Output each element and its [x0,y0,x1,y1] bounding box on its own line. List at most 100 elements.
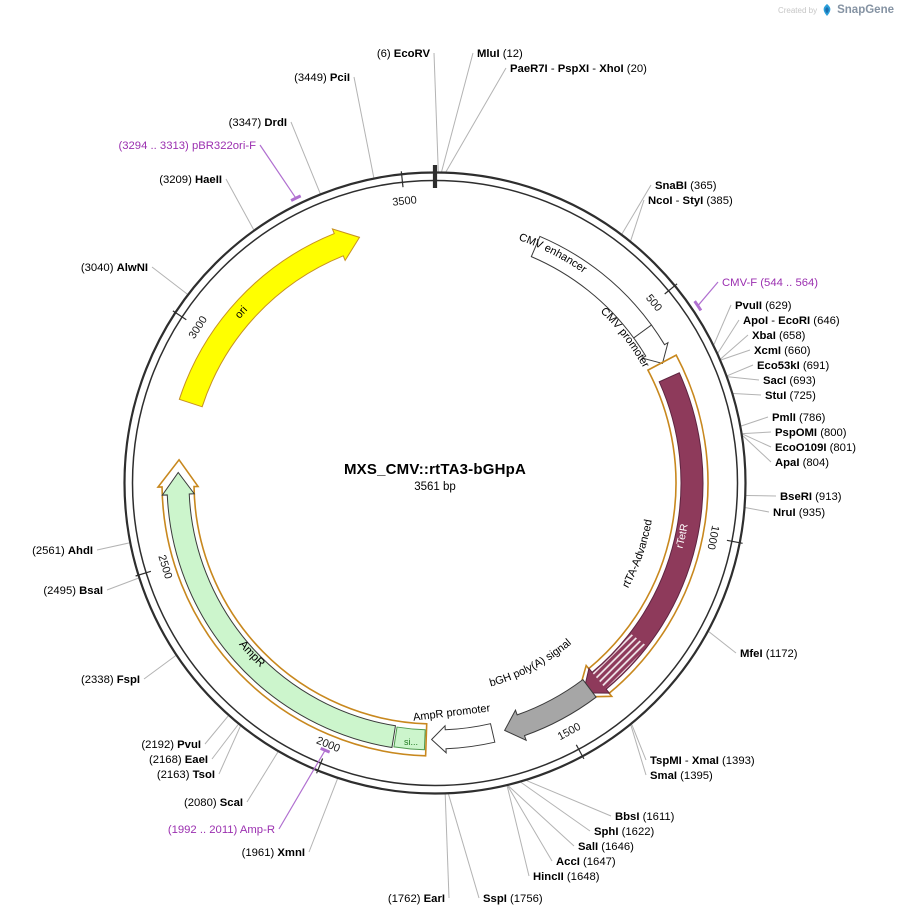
site-line-xbai [720,334,749,360]
primer-line-cmv-f [697,281,719,307]
site-line-stui [733,393,762,396]
backbone-inner-circle [131,179,739,787]
site-line-fspi [143,655,176,680]
site-line-apoi-ecori [717,319,740,354]
site-line-mfei [708,631,737,654]
primer-amp-r [320,747,331,754]
tick-3500 [400,171,404,188]
site-line-ncoi-styi [630,199,645,241]
site-line-alwni [151,266,188,295]
site-label-ecoo109i: EcoO109I (801) [775,442,856,454]
site-line-bseri [746,495,777,497]
site-label-snabi: SnaBI (365) [655,180,717,192]
site-label-alwni: (3040) AlwNI [81,262,148,274]
site-label-hincii: HincII (1648) [533,871,600,883]
site-line-pvui [204,715,229,745]
site-line-smai [630,725,647,776]
feature-bgh-polya [503,678,597,742]
site-label-eari: (1762) EarI [388,893,445,905]
tick-label-3000: 3000 [187,314,210,341]
site-label-apai: ApaI (804) [775,457,829,469]
site-line-drdi [290,121,321,194]
feature-ampr [161,471,397,749]
bgh-polya-label: bGH poly(A) signal [488,637,574,690]
rtta-advanced-label: rtTA-Advanced [620,518,655,589]
site-label-bseri: BseRI (913) [780,491,842,503]
site-label-haeii: (3209) HaeII [159,174,222,186]
site-label-ahdi: (2561) AhdI [32,545,93,557]
site-line-pvuii [713,304,732,345]
site-line-haeii [225,178,255,230]
site-label-mfei: MfeI (1172) [740,648,798,660]
site-label-ncoi-styi: NcoI - StyI (385) [648,195,733,207]
site-label-eaei: (2168) EaeI [149,754,208,766]
site-label-paer7i-pspxi-xhoi: PaeR7I - PspXI - XhoI (20) [510,63,647,75]
tick-3000 [172,310,187,321]
site-line-mlui [441,52,474,172]
site-line-eari [444,794,450,899]
primer-label-amp-r: (1992 .. 2011) Amp-R [168,824,275,836]
site-line-eaei [211,724,239,760]
site-line-acci [507,785,553,862]
tick-500 [664,283,678,295]
site-label-apoi-ecori: ApoI - EcoRI (646) [743,315,840,327]
site-label-saci: SacI (693) [763,375,816,387]
tick-1500 [575,744,585,760]
site-label-pspomi: PspOMI (800) [775,427,847,439]
snapgene-logo-icon [823,4,831,16]
tick-label-1000: 1000 [705,524,721,550]
site-label-fspi: (2338) FspI [81,674,140,686]
site-line-tsoi [218,725,241,775]
site-label-bbsi: BbsI (1611) [615,811,675,823]
site-line-tspmi-xmai [631,724,647,761]
site-label-scai: (2080) ScaI [184,797,243,809]
site-label-nrui: NruI (935) [773,507,825,519]
site-label-acci: AccI (1647) [556,856,616,868]
site-line-nrui [745,507,770,513]
feature-ampr-outline [156,458,428,757]
site-label-pvuii: PvuII (629) [735,300,792,312]
tick-label-3500: 3500 [392,194,418,209]
site-line-ahdi [96,542,130,551]
feature-rtetr-hatch [592,633,647,689]
site-label-tsoi: (2163) TsoI [157,769,215,781]
tick-label-2500: 2500 [155,553,174,580]
primer-label-cmv-f: CMV-F (544 .. 564) [722,277,818,289]
watermark-brand: SnapGene [837,4,894,16]
feature-ampr-signal [393,726,426,751]
site-label-eco53ki: Eco53kI (691) [757,360,829,372]
site-line-sphi [520,781,591,832]
ampr-promoter-label: AmpR promoter [412,702,491,723]
tick-2500 [135,570,152,577]
site-line-bsai [106,577,139,591]
site-line-saci [727,376,760,381]
site-line-xmni [308,778,338,853]
site-line-pmli [741,416,769,427]
site-line-bbsi [526,780,612,817]
site-label-drdi: (3347) DrdI [229,117,287,129]
site-label-xmni: (1961) XmnI [242,847,305,859]
site-label-pcii: (3449) PciI [294,72,350,84]
primer-line-pbr322ori-f [259,144,297,199]
site-label-bsai: (2495) BsaI [43,585,103,597]
primer-line-amp-r [278,749,326,830]
site-line-eco53ki [727,364,754,377]
site-label-xcmi: XcmI (660) [754,345,811,357]
rtetr-label: rTetR [674,522,691,549]
ampr-signal-label: si... [404,737,418,747]
feature-cmv-promoter [633,324,669,365]
primer-label-pbr322ori-f: (3294 .. 3313) pBR322ori-F [118,140,256,152]
site-line-snabi [621,184,652,235]
feature-ori [178,228,361,408]
site-label-sali: SalI (1646) [578,841,634,853]
site-label-tspmi-xmai: TspMI - XmaI (1393) [650,755,755,767]
site-label-ecorv: (6) EcoRV [377,48,431,60]
tick-label-500: 500 [643,292,664,314]
watermark-created-by: Created by [777,5,818,15]
site-label-stui: StuI (725) [765,390,816,402]
site-label-pvui: (2192) PvuI [141,739,201,751]
site-line-paer7i-pspxi-xhoi [445,67,507,172]
site-label-pmli: PmlI (786) [772,412,826,424]
